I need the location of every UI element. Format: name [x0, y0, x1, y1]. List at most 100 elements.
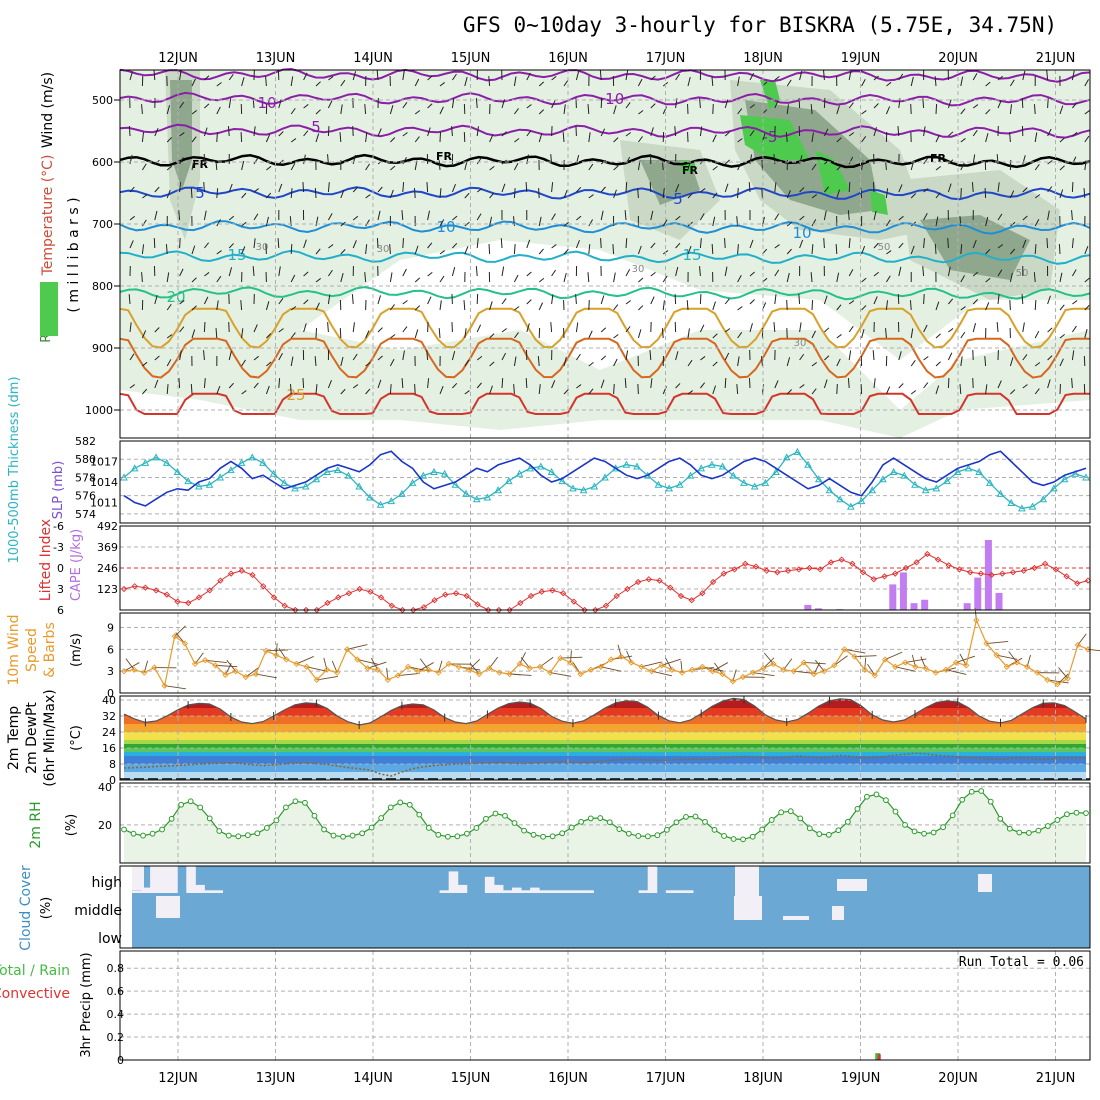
thickness-marker — [227, 466, 235, 474]
upper-wind-barb — [476, 382, 482, 389]
upper-wind-barb — [1009, 104, 1013, 115]
upper-wind-barb — [227, 126, 230, 137]
wind10-marker — [841, 646, 848, 653]
upper-wind-barb — [737, 332, 743, 339]
thickness-marker — [590, 482, 599, 490]
upper-wind-barb — [1046, 238, 1049, 249]
upper-wind-barb — [650, 75, 656, 81]
rh2m-marker — [568, 824, 575, 831]
upper-wind-barb — [687, 193, 693, 199]
wind10-marker — [506, 670, 513, 678]
cape-axis-label: CAPE (J/kg) — [69, 529, 84, 601]
rh2m-tick-label: 40 — [98, 781, 112, 794]
upper-wind-barb — [637, 188, 639, 199]
li-marker — [549, 587, 556, 594]
upper-wind-barb — [997, 75, 1003, 81]
wind10-barb — [316, 675, 338, 681]
upper-wind-barb — [327, 126, 330, 137]
wind10-frame — [119, 612, 1091, 694]
upper-wind-barb — [700, 356, 706, 361]
upper-wind-barb — [328, 76, 334, 81]
upper-wind-barb — [302, 378, 305, 389]
wind10-marker — [374, 666, 381, 673]
upper-wind-barb — [898, 351, 902, 361]
temp2m-tick-label: 40 — [102, 694, 116, 707]
cloud-high-bar — [439, 890, 450, 893]
date-label-bottom: 19JUN — [841, 1071, 881, 1086]
upper-wind-barb — [898, 184, 903, 193]
li-marker — [774, 569, 781, 576]
li-marker — [613, 592, 620, 600]
rh2m-marker — [387, 804, 394, 811]
rh2m-marker — [740, 836, 747, 843]
thickness-marker — [686, 471, 695, 479]
upper-wind-barb — [352, 71, 357, 81]
upper-wind-barb — [377, 327, 383, 333]
thickness-marker — [1007, 498, 1016, 506]
upper-wind-barb — [960, 108, 966, 115]
wind10-marker — [344, 646, 351, 653]
upper-wind-barb — [253, 238, 256, 249]
upper-wind-barb — [910, 390, 917, 395]
upper-wind-barb — [402, 268, 407, 277]
upper-wind-barb — [737, 306, 743, 311]
upper-wind-barb — [278, 298, 284, 305]
upper-wind-barb — [898, 242, 904, 249]
upper-wind-barb — [662, 106, 668, 115]
wind10-barb — [762, 657, 775, 669]
upper-wind-barb — [712, 216, 716, 227]
rh-contour-label: 30 — [632, 264, 645, 275]
upper-wind-barb — [687, 328, 690, 339]
li-marker — [227, 570, 235, 577]
upper-wind-barb — [1034, 362, 1041, 367]
li-marker — [377, 594, 385, 601]
upper-wind-barb — [328, 244, 334, 249]
rh2m-marker — [244, 832, 251, 839]
upper-wind-barb — [178, 378, 181, 389]
wind10-marker — [526, 665, 534, 672]
precip-total-label: Total / Rain — [0, 963, 70, 979]
upper-wind-barb — [835, 244, 838, 255]
wind10-tick-label: 6 — [107, 643, 114, 656]
upper-wind-barb — [390, 165, 396, 171]
upper-wind-barb — [824, 355, 830, 361]
upper-wind-barb — [290, 188, 293, 199]
wind10-marker — [668, 666, 676, 673]
wind10-marker — [709, 668, 716, 675]
upper-wind-barb — [847, 210, 850, 221]
upper-wind-barb — [724, 352, 730, 361]
temperature-contour — [119, 286, 1091, 301]
upper-wind-barb — [265, 216, 269, 227]
li-marker — [709, 578, 717, 586]
rh2m-marker — [1045, 823, 1051, 829]
thickness-marker — [472, 495, 481, 503]
upper-wind-barb — [525, 378, 528, 389]
rh-shade-region — [740, 115, 810, 160]
chart-title: GFS 0~10day 3-hourly for BISKRA (5.75E, … — [463, 13, 1057, 37]
upper-wind-barb — [922, 98, 925, 109]
contour-label: 20 — [166, 288, 185, 306]
wind10-barb — [712, 662, 729, 672]
upper-wind-barb — [488, 76, 491, 87]
upper-wind-barb — [190, 384, 193, 395]
upper-wind-barb — [190, 188, 193, 199]
rh2m-marker — [921, 830, 927, 837]
upper-wind-barb — [922, 266, 925, 277]
li-marker — [463, 592, 470, 600]
thickness-tick-label: 580 — [75, 453, 96, 466]
cloud-middle-bar — [783, 916, 809, 920]
upper-wind-barb — [562, 132, 565, 143]
upper-wind-barb — [749, 323, 753, 333]
upper-wind-barb — [551, 244, 557, 249]
date-label-top: 19JUN — [841, 51, 881, 66]
upper-wind-barb — [179, 300, 185, 305]
upper-wind-barb — [228, 382, 234, 389]
rh2m-marker — [406, 801, 413, 808]
precip-convective-label: Convective — [0, 986, 70, 1002]
upper-wind-barb — [464, 160, 468, 171]
upper-wind-barb — [551, 182, 554, 193]
upper-wind-barb — [1021, 98, 1024, 109]
upper-wind-barb — [204, 242, 210, 249]
rh2m-marker — [521, 827, 527, 834]
thickness-tick-label: 574 — [75, 508, 96, 521]
